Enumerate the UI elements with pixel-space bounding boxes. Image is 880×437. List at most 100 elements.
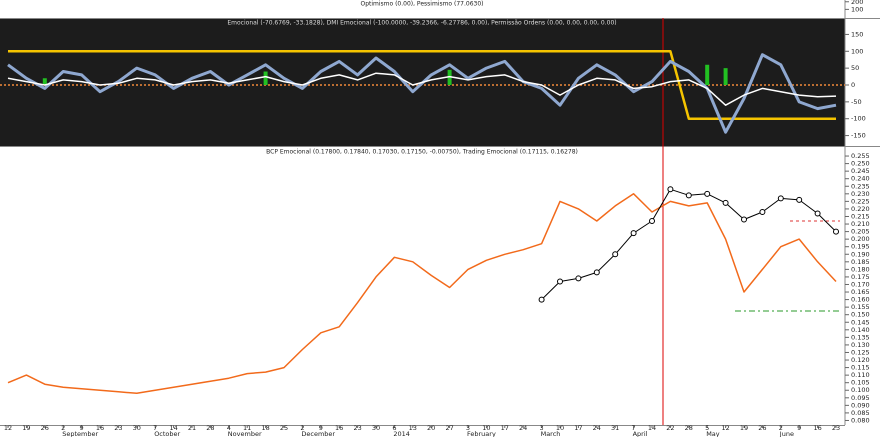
y-tick-label: -50 — [851, 98, 862, 106]
y-tick-label: 0.095 — [851, 394, 870, 402]
series-marker — [704, 190, 711, 197]
series-line — [8, 50, 836, 120]
y-tick-label: 0.115 — [851, 364, 870, 372]
bar — [42, 78, 47, 85]
x-tick-label: 7 — [632, 424, 636, 432]
x-tick-label: 28 — [685, 424, 693, 432]
x-tick-label: 31 — [611, 424, 619, 432]
x-tick-label: 6 — [392, 424, 396, 432]
y-tick-label: 0.145 — [851, 318, 870, 326]
y-tick-label: 0.155 — [851, 303, 870, 311]
month-label: February — [467, 430, 496, 437]
x-tick-label: 22 — [666, 424, 674, 432]
series-marker — [759, 208, 766, 215]
panel-title: Optimismo (0.00), Pessimismo (77.0630) — [360, 1, 483, 8]
y-tick-label: 0.250 — [851, 160, 870, 168]
y-tick-label: -100 — [851, 115, 866, 123]
y-tick-label: 0.100 — [851, 386, 870, 394]
y-tick-label: 150 — [851, 30, 863, 38]
month-label: December — [301, 430, 335, 437]
y-tick-label: 200 — [851, 0, 863, 6]
y-tick-label: 0.210 — [851, 220, 870, 228]
y-tick-label: 0.160 — [851, 296, 870, 304]
series-marker — [777, 195, 784, 202]
x-tick-label: 2 — [300, 424, 304, 432]
x-tick-label: 14 — [169, 424, 177, 432]
x-tick-label: 13 — [409, 424, 417, 432]
bar — [705, 64, 710, 85]
x-tick-label: 9 — [319, 424, 323, 432]
x-tick-label: 30 — [133, 424, 141, 432]
y-tick-label: 0.215 — [851, 212, 870, 220]
series-marker — [557, 278, 563, 285]
x-tick-label: 16 — [96, 424, 104, 432]
x-tick-label: 28 — [206, 424, 214, 432]
series-marker — [796, 196, 803, 203]
x-tick-label: 25 — [280, 424, 288, 432]
x-tick-label: 7 — [153, 424, 157, 432]
panel-title: BCP Emocional (0.17800, 0.17840, 0.17030… — [266, 149, 578, 156]
series-marker — [575, 275, 582, 282]
x-tick-label: 23 — [353, 424, 361, 432]
month-label: April — [633, 430, 648, 437]
series-marker — [649, 218, 655, 225]
series-marker — [833, 228, 839, 235]
x-tick-label: 19 — [22, 424, 30, 432]
x-tick-label: 26 — [41, 424, 49, 432]
x-tick-label: 24 — [593, 424, 601, 432]
x-tick-label: 2 — [779, 424, 783, 432]
y-tick-label: 0.180 — [851, 265, 870, 273]
y-tick-label: 0.120 — [851, 356, 870, 364]
series-line — [7, 53, 837, 134]
month-label: March — [541, 430, 561, 437]
x-tick-label: 19 — [740, 424, 748, 432]
series-marker — [667, 186, 674, 193]
x-tick-label: 12 — [721, 424, 729, 432]
month-label: November — [228, 430, 262, 437]
y-tick-label: 0.235 — [851, 182, 870, 190]
y-tick-label: 0.085 — [851, 409, 870, 417]
x-tick-label: 17 — [501, 424, 509, 432]
y-tick-label: 0.255 — [851, 152, 870, 160]
series-marker — [685, 192, 692, 199]
y-tick-label: 0.110 — [851, 371, 870, 379]
x-tick-label: 21 — [188, 424, 196, 432]
x-tick-label: 26 — [758, 424, 766, 432]
month-label: June — [779, 430, 794, 437]
x-tick-label: 4 — [227, 424, 231, 432]
series-marker — [814, 210, 821, 217]
y-tick-label: 100 — [851, 5, 863, 13]
x-tick-label: 14 — [648, 424, 656, 432]
y-tick-label: 0.175 — [851, 273, 870, 281]
bar — [723, 68, 728, 85]
x-tick-label: 16 — [335, 424, 343, 432]
month-label: May — [706, 430, 720, 437]
y-tick-label: 0.230 — [851, 190, 870, 198]
y-tick-label: 0.140 — [851, 326, 870, 334]
y-tick-label: 0.165 — [851, 288, 870, 296]
series-marker — [612, 251, 619, 258]
y-tick-label: 0.195 — [851, 243, 870, 251]
y-tick-label: 0.220 — [851, 205, 870, 213]
x-tick-label: 23 — [832, 424, 840, 432]
series-marker — [722, 199, 729, 206]
x-tick-label: 12 — [4, 424, 12, 432]
x-tick-label: 27 — [445, 424, 453, 432]
series-marker — [741, 216, 747, 223]
y-tick-label: 0.090 — [851, 401, 870, 409]
x-tick-label: 24 — [519, 424, 527, 432]
panel-title: Emocional (-70.6769, -33.1828), DMI Emoc… — [227, 20, 616, 27]
x-tick-label: 3 — [466, 424, 470, 432]
bar — [447, 69, 452, 85]
x-tick-label: 5 — [705, 424, 709, 432]
y-tick-label: 0.080 — [851, 416, 870, 424]
y-tick-label: 0.200 — [851, 235, 870, 243]
x-tick-label: 9 — [80, 424, 84, 432]
y-tick-label: 0.125 — [851, 348, 870, 356]
y-tick-label: 50 — [851, 64, 859, 72]
x-tick-label: 23 — [114, 424, 122, 432]
month-label: October — [154, 430, 180, 437]
series-line — [7, 193, 837, 395]
bar — [263, 71, 268, 85]
